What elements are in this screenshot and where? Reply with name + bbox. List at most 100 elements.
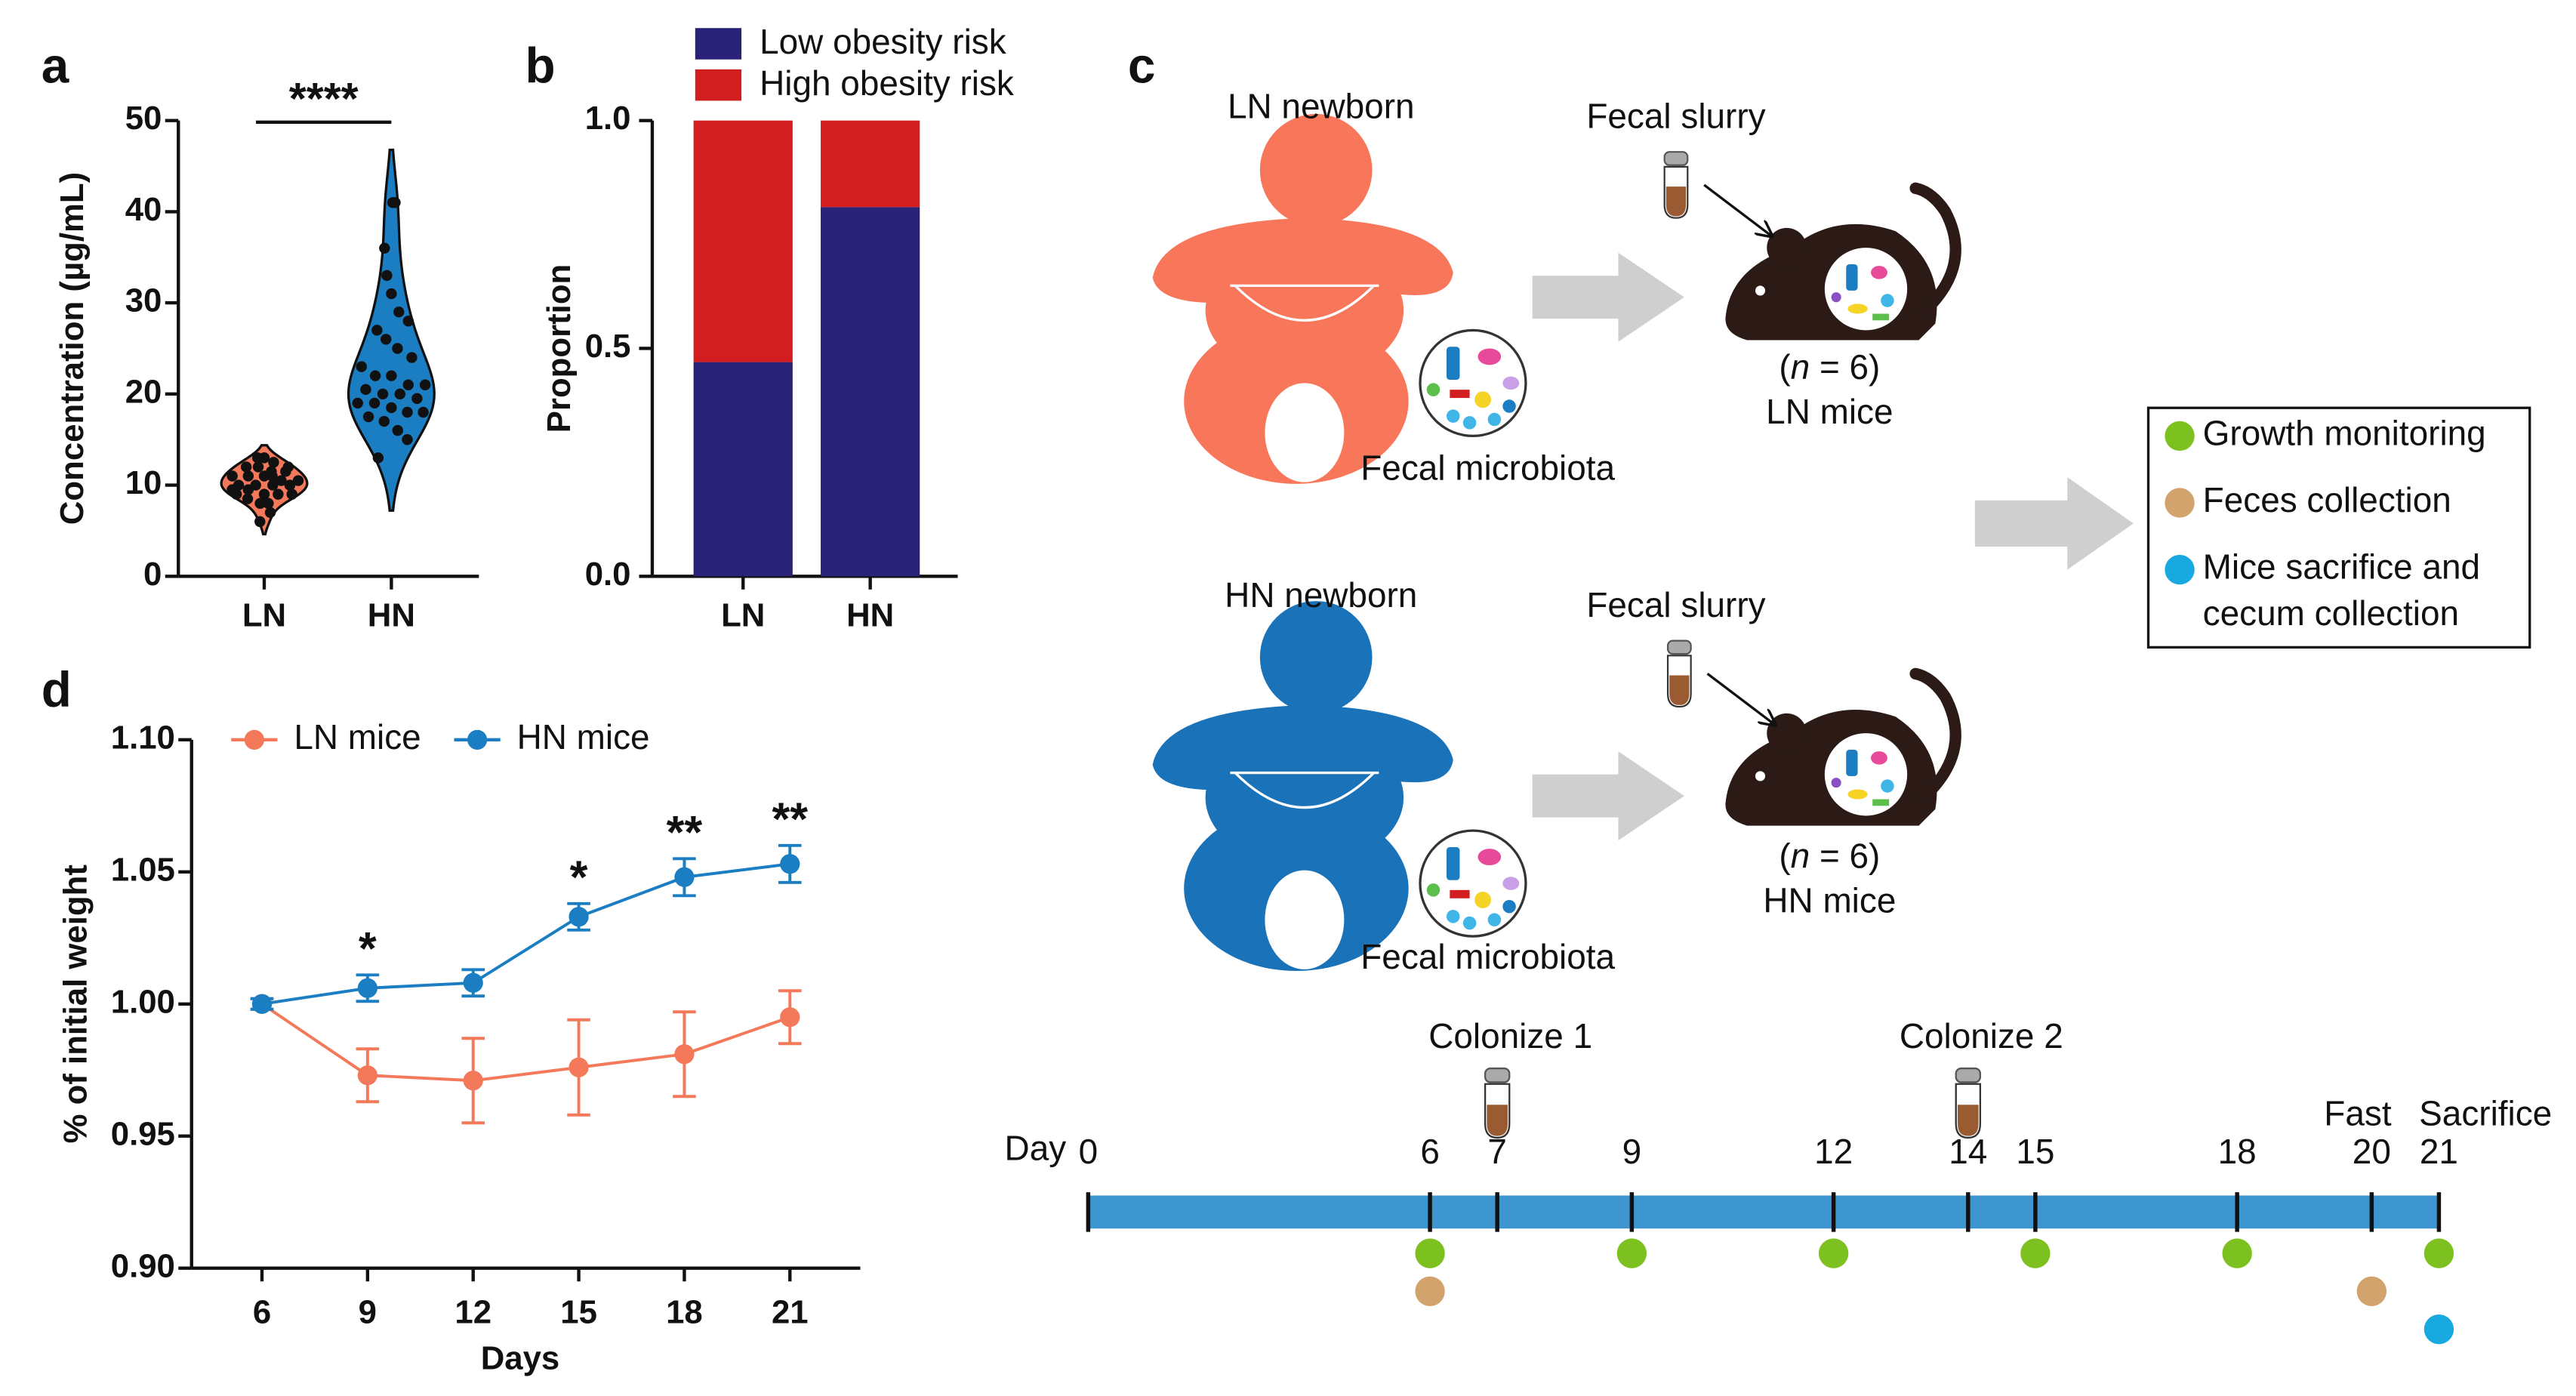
- ln-microbiota: [1419, 328, 1527, 438]
- activity-dot: [2423, 1238, 2454, 1268]
- data-point: [226, 470, 238, 482]
- data-point: [352, 397, 363, 409]
- data-point: [276, 475, 287, 486]
- y-axis-title: Proportion: [541, 264, 578, 433]
- legend-swatch: [695, 28, 742, 60]
- event-label: Colonize 1: [1428, 1016, 1592, 1055]
- mice-label: LN mice: [1766, 392, 1893, 431]
- sample-size-part: = 6): [1810, 836, 1880, 875]
- newborn-label: LN newborn: [1228, 86, 1415, 125]
- data-point: [392, 424, 403, 436]
- activity-dot: [2020, 1238, 2051, 1268]
- data-point: [369, 370, 381, 381]
- legend-marker: [467, 729, 488, 750]
- sample-size: (n = 6): [1779, 347, 1880, 387]
- data-point: [406, 352, 418, 363]
- y-tick-label: 0.95: [111, 1115, 175, 1152]
- data-point: [463, 1071, 483, 1091]
- y-axis-title: % of initial weight: [57, 864, 94, 1144]
- data-point: [394, 388, 405, 400]
- series-line: [260, 1003, 790, 1083]
- data-point: [242, 470, 254, 482]
- y-tick-label: 10: [125, 464, 162, 501]
- activity-dot: [1415, 1238, 1445, 1268]
- legend-label: LN mice: [294, 717, 421, 757]
- data-point: [402, 406, 413, 418]
- legend-label: Mice sacrifice and: [2203, 547, 2480, 587]
- slurry-vial: [1663, 151, 1689, 219]
- y-tick-label: 1.00: [111, 983, 175, 1020]
- legend-label: Growth monitoring: [2203, 414, 2486, 453]
- event-label: Colonize 2: [1900, 1016, 2063, 1055]
- timeline-day: 20: [2353, 1132, 2391, 1171]
- microbiota-label: Fecal microbiota: [1360, 937, 1615, 976]
- data-point: [402, 379, 414, 390]
- gavage-arrow: [1703, 183, 1772, 236]
- activity-dot: [2356, 1276, 2387, 1307]
- data-point: [357, 978, 377, 998]
- legend-marker: [2165, 421, 2195, 451]
- y-tick-label: 40: [125, 191, 162, 228]
- x-tick-label: 18: [666, 1294, 703, 1331]
- data-point: [250, 479, 261, 491]
- timeline-day: 21: [2420, 1132, 2458, 1171]
- data-point: [381, 270, 393, 282]
- y-tick-label: 1.10: [111, 719, 175, 756]
- y-axis-title: Concentration (µg/mL): [54, 172, 91, 525]
- data-point: [267, 470, 278, 482]
- data-point: [418, 406, 429, 418]
- x-tick-label: 9: [359, 1294, 377, 1331]
- timeline-day: 9: [1622, 1132, 1642, 1171]
- significance: **: [667, 806, 703, 858]
- panel-label: a: [42, 38, 69, 93]
- data-point: [240, 461, 252, 473]
- data-point: [254, 498, 266, 509]
- flow-arrow: [1532, 252, 1684, 342]
- activity-dot: [2423, 1314, 2454, 1345]
- data-point: [233, 479, 245, 491]
- activity-dot: [1818, 1238, 1849, 1268]
- slurry-label: Fecal slurry: [1586, 97, 1765, 136]
- data-point: [273, 488, 284, 500]
- y-tick-label: 20: [125, 373, 162, 410]
- y-tick-label: 1.0: [585, 100, 631, 137]
- data-point: [286, 488, 297, 500]
- sample-size-part: = 6): [1810, 347, 1880, 387]
- ln-mouse: [1725, 188, 1955, 340]
- data-point: [292, 475, 304, 486]
- significance: ****: [289, 74, 359, 124]
- timeline-day: 0: [1079, 1132, 1098, 1171]
- legend-label: Low obesity risk: [760, 22, 1007, 61]
- data-point: [362, 411, 374, 423]
- significance: *: [359, 923, 377, 974]
- significance: **: [772, 793, 808, 844]
- newborn-label: HN newborn: [1225, 575, 1417, 615]
- data-point: [230, 488, 242, 500]
- legend-label: HN mice: [517, 717, 650, 757]
- data-point: [242, 493, 254, 504]
- data-point: [411, 393, 423, 405]
- y-tick-label: 0: [143, 556, 162, 593]
- data-point: [393, 306, 405, 318]
- significance: *: [570, 851, 588, 902]
- data-point: [264, 507, 276, 519]
- event-vial: [1955, 1067, 1982, 1139]
- data-point: [258, 488, 270, 500]
- legend-label: cecum collection: [2203, 593, 2459, 633]
- event-vial: [1484, 1067, 1511, 1139]
- data-point: [387, 197, 399, 208]
- hn-microbiota: [1419, 829, 1527, 938]
- slurry-vial: [1666, 639, 1692, 708]
- x-tick-label: 21: [772, 1294, 809, 1331]
- x-tick-label: HN: [368, 597, 415, 634]
- data-point: [780, 854, 800, 874]
- legend-marker: [2165, 488, 2195, 518]
- data-point: [284, 479, 296, 491]
- data-point: [379, 242, 390, 254]
- y-tick-label: 1.05: [111, 851, 175, 888]
- event-label: Fast: [2324, 1094, 2392, 1133]
- flow-arrow: [1532, 751, 1684, 841]
- data-point: [251, 452, 263, 464]
- series-line: [261, 862, 790, 1006]
